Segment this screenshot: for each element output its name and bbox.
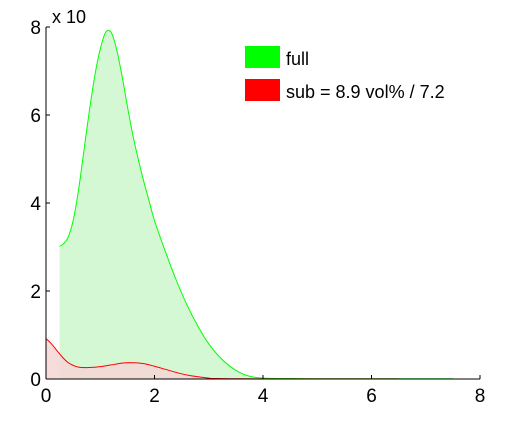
x-tick-label: 8 (475, 386, 486, 407)
y-tick-label: 4 (30, 194, 41, 215)
y-ticks: 0 2 4 6 8 (30, 18, 50, 391)
y-tick-label: 2 (30, 282, 41, 303)
legend-swatch-sub (245, 79, 280, 101)
y-tick-label: 6 (30, 106, 41, 127)
x-ticks: 0 2 4 6 8 (41, 375, 486, 407)
x-tick-label: 4 (258, 386, 269, 407)
legend-label-sub: sub = 8.9 vol% / 7.2 (286, 82, 445, 102)
area-full (59, 30, 453, 379)
y-tick-label: 8 (30, 18, 41, 39)
axis-exponent-label: x 10 (52, 7, 86, 27)
x-tick-label: 2 (149, 386, 160, 407)
line-full (59, 29, 453, 380)
y-tick-label: 0 (30, 370, 41, 391)
x-tick-label: 6 (366, 386, 377, 407)
legend: full sub = 8.9 vol% / 7.2 (245, 46, 445, 102)
legend-swatch-full (245, 46, 280, 68)
legend-label-full: full (286, 49, 309, 69)
area-sub (46, 338, 399, 379)
x-tick-label: 0 (41, 386, 52, 407)
